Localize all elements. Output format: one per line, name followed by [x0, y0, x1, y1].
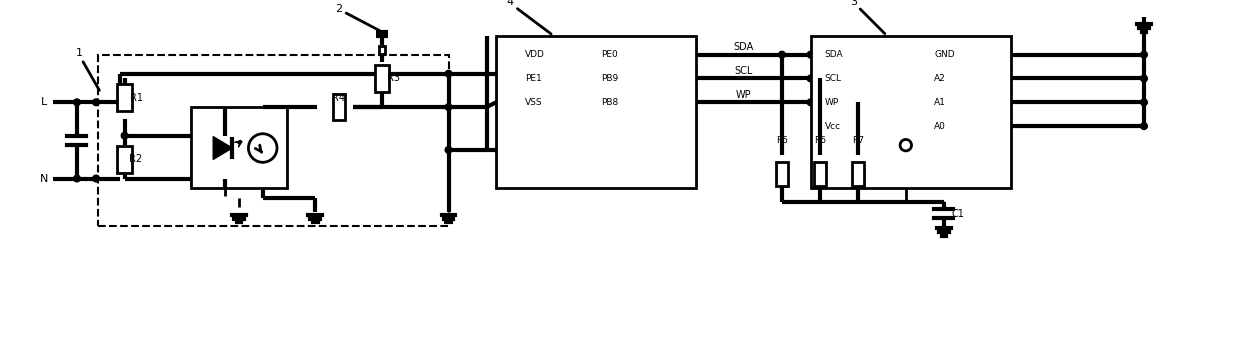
Circle shape	[817, 75, 823, 82]
Bar	[811, 36, 1011, 188]
Text: VDD: VDD	[525, 50, 544, 59]
Circle shape	[807, 99, 813, 106]
Text: A2: A2	[935, 74, 946, 83]
Text: R1: R1	[129, 92, 143, 103]
Text: WP: WP	[737, 90, 751, 100]
Text: A1: A1	[935, 98, 946, 107]
Text: SDA: SDA	[734, 42, 754, 52]
Circle shape	[900, 139, 911, 151]
Text: 2: 2	[335, 4, 342, 14]
Circle shape	[93, 175, 99, 182]
Circle shape	[93, 99, 99, 106]
Text: N: N	[40, 174, 48, 183]
Bar	[334, 94, 345, 120]
Text: R2: R2	[129, 154, 143, 164]
Text: A0: A0	[935, 121, 946, 131]
Circle shape	[1141, 123, 1147, 130]
Bar	[776, 162, 787, 186]
Text: L: L	[41, 97, 47, 107]
Text: C1: C1	[952, 209, 965, 219]
Bar	[374, 65, 389, 92]
Text: R3: R3	[387, 74, 399, 84]
Circle shape	[445, 104, 451, 110]
Bar	[118, 84, 131, 111]
Text: VSS: VSS	[525, 98, 542, 107]
Text: SDA: SDA	[825, 50, 843, 59]
Text: R4: R4	[332, 92, 346, 103]
Text: PE0: PE0	[601, 50, 618, 59]
Text: WP: WP	[825, 98, 839, 107]
Bar	[379, 46, 384, 54]
Circle shape	[807, 51, 813, 58]
Circle shape	[73, 175, 81, 182]
Bar	[191, 107, 286, 188]
Bar	[98, 55, 449, 226]
Polygon shape	[213, 136, 232, 160]
Circle shape	[445, 147, 451, 153]
Text: GND: GND	[935, 50, 955, 59]
Circle shape	[807, 75, 813, 82]
Circle shape	[117, 99, 123, 106]
Text: 1: 1	[76, 48, 82, 58]
Circle shape	[1141, 51, 1147, 58]
Circle shape	[122, 132, 128, 139]
Text: PB9: PB9	[601, 74, 619, 83]
Text: PE1: PE1	[525, 74, 542, 83]
Bar	[496, 36, 696, 188]
Text: R6: R6	[815, 136, 826, 145]
Text: PB8: PB8	[601, 98, 619, 107]
Text: SCL: SCL	[734, 66, 753, 76]
Text: 3: 3	[849, 0, 857, 7]
Text: Vcc: Vcc	[825, 121, 841, 131]
Circle shape	[1141, 75, 1147, 82]
Circle shape	[779, 51, 785, 58]
Bar	[118, 146, 131, 173]
Circle shape	[248, 134, 277, 162]
Text: SCL: SCL	[825, 74, 842, 83]
Bar	[815, 162, 826, 186]
Circle shape	[73, 99, 81, 106]
Circle shape	[854, 99, 862, 106]
Text: R7: R7	[852, 136, 864, 145]
Circle shape	[445, 70, 451, 77]
Text: R5: R5	[776, 136, 787, 145]
Text: 4: 4	[507, 0, 515, 7]
Bar	[852, 162, 864, 186]
Circle shape	[1141, 99, 1147, 106]
